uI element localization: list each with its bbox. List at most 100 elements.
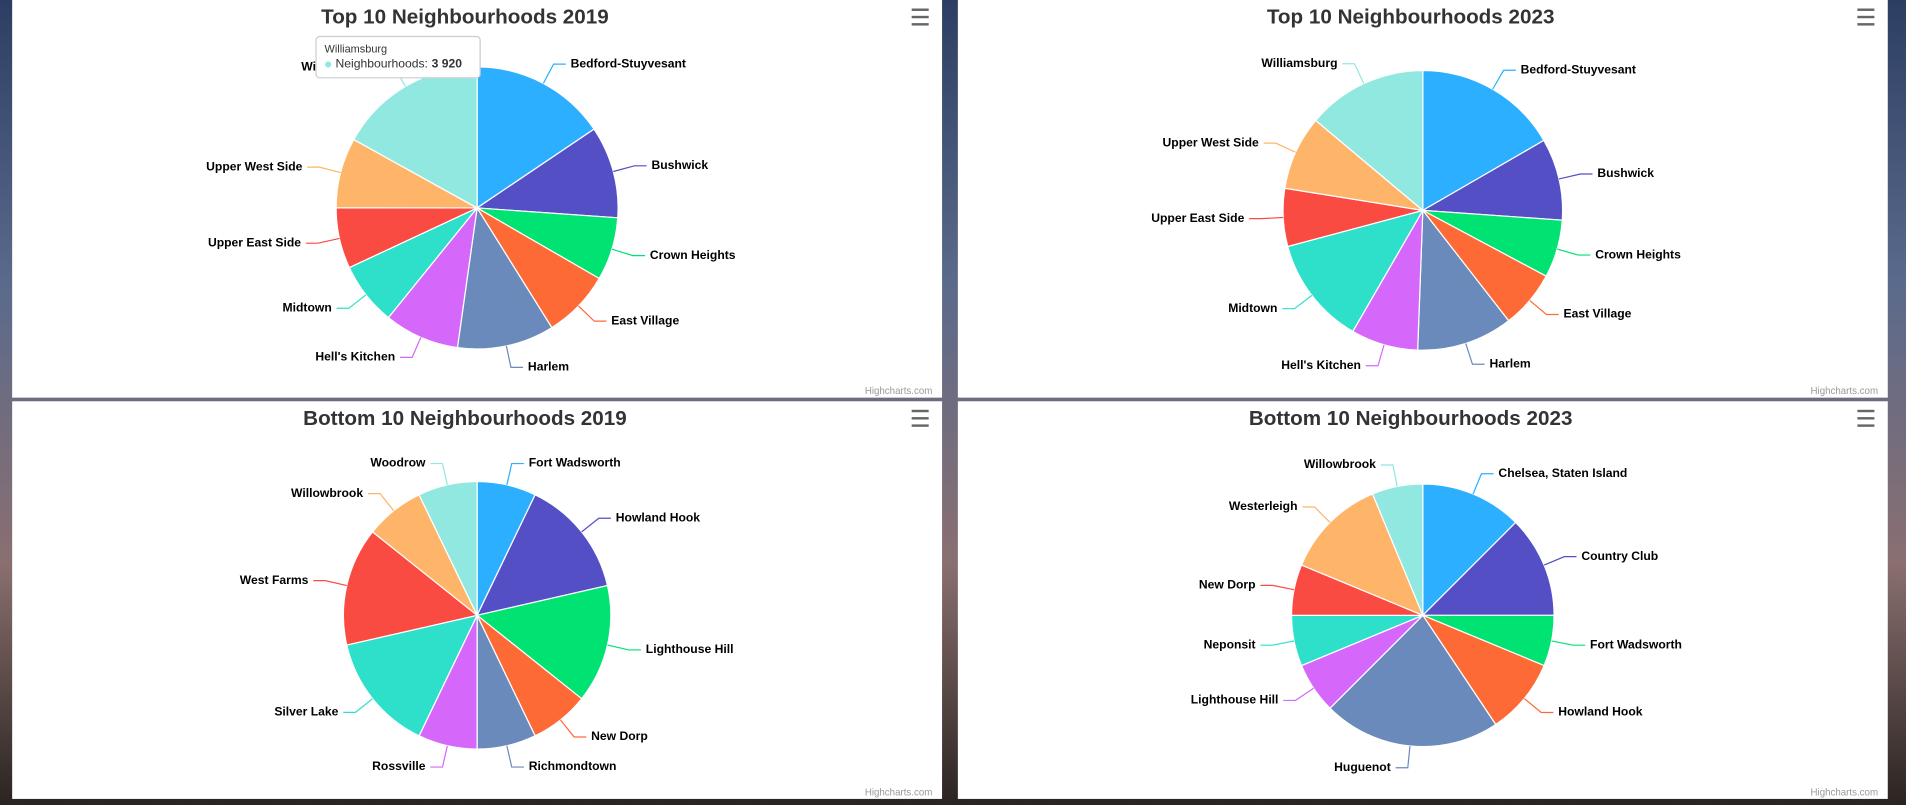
pie-slice[interactable] (1422, 483, 1517, 617)
slice-label: Upper West Side (1163, 135, 1259, 149)
tooltip-series: Neighbourhoods: (335, 57, 427, 71)
slice-label: Midtown (283, 300, 332, 314)
menu-button[interactable] (911, 409, 929, 427)
slice-label: Crown Heights (1595, 247, 1681, 261)
label-connector (581, 517, 611, 533)
slice-label: Silver Lake (274, 705, 338, 719)
label-connector (1558, 173, 1593, 180)
slice-label: Huguenot (1334, 760, 1391, 774)
slice-label: Bushwick (651, 158, 708, 172)
label-connector (1260, 584, 1295, 591)
slice-label: Chelsea, Staten Island (1498, 466, 1627, 480)
label-connector (1543, 556, 1577, 566)
pie-slice[interactable] (476, 493, 609, 617)
pie-slice[interactable] (1300, 493, 1424, 617)
slice-label: Harlem (528, 360, 569, 374)
slice-label: East Village (611, 313, 679, 327)
slice-label: Howland Hook (1558, 705, 1643, 719)
slice-label: Bushwick (1597, 166, 1654, 180)
label-connector (607, 644, 641, 651)
slice-label: Hell's Kitchen (315, 350, 395, 364)
slice-label: New Dorp (591, 729, 648, 743)
pie-slice[interactable] (418, 480, 478, 616)
menu-button[interactable] (911, 8, 929, 26)
menu-bar (911, 15, 929, 19)
tooltip-dot (325, 61, 332, 68)
slice-label: West Farms (240, 573, 309, 587)
slice-label: Midtown (1228, 301, 1277, 315)
label-connector (505, 345, 524, 368)
pie-slice[interactable] (1421, 521, 1555, 616)
slice-label: Crown Heights (650, 248, 736, 262)
label-connector (1492, 69, 1516, 90)
menu-bar (911, 424, 929, 427)
label-connector (1283, 687, 1314, 702)
label-connector (1523, 698, 1554, 714)
slice-label: Upper East Side (1151, 211, 1244, 225)
menu-bar (1857, 409, 1875, 413)
pie-slice[interactable] (1314, 69, 1424, 212)
label-connector (1472, 473, 1494, 495)
menu-bar (911, 8, 929, 11)
label-connector (307, 166, 341, 174)
slice-label: Fort Wadsworth (529, 456, 621, 470)
pie-slice[interactable] (1329, 614, 1497, 748)
chart-title: Bottom 10 Neighbourhoods 2023 (1249, 407, 1573, 430)
label-connector (1260, 640, 1295, 646)
slice-label: Williamsburg (1261, 56, 1337, 70)
label-connector (1395, 745, 1411, 769)
pie-slice[interactable] (475, 128, 619, 219)
label-connector (1249, 216, 1284, 220)
pie-slice[interactable] (1417, 208, 1510, 351)
label-connector (613, 165, 647, 173)
slice-label: Lighthouse Hill (1191, 693, 1279, 707)
tooltip-value: 3 920 (432, 57, 463, 71)
credits: Highcharts.com (865, 386, 933, 397)
pie-slice[interactable] (1421, 613, 1545, 726)
credits: Highcharts.com (865, 787, 933, 798)
pie-slice[interactable] (1422, 69, 1545, 212)
pie-slice[interactable] (475, 584, 612, 700)
label-connector (542, 63, 566, 84)
chart-title: Top 10 Neighbourhoods 2023 (1267, 6, 1555, 29)
slice-label: Hell's Kitchen (1281, 358, 1361, 372)
menu-bar (1857, 417, 1875, 420)
credits: Highcharts.com (1811, 386, 1879, 397)
slice-label: Bedford-Stuyvesant (571, 56, 686, 70)
slice-label: Woodrow (370, 456, 426, 470)
pie-slice[interactable] (1420, 139, 1564, 221)
label-connector (1380, 464, 1398, 487)
menu-button[interactable] (1857, 8, 1875, 26)
slice-label: Upper West Side (206, 159, 302, 173)
slice-label: Neponsit (1204, 637, 1256, 651)
pie-slice[interactable] (342, 531, 479, 646)
label-connector (430, 462, 448, 486)
menu-bar (1857, 23, 1875, 26)
label-connector (336, 294, 367, 309)
tooltip-box (315, 35, 481, 79)
label-connector (313, 580, 347, 587)
label-connector (506, 462, 524, 486)
label-connector (1465, 343, 1485, 365)
slice-label: Richmondtown (529, 759, 617, 773)
label-connector (1556, 248, 1591, 256)
menu-button[interactable] (1857, 409, 1875, 427)
pie-slice[interactable] (346, 614, 479, 737)
label-connector (1365, 344, 1385, 367)
chart-title: Top 10 Neighbourhoods 2019 (321, 6, 609, 29)
slice-label: New Dorp (1199, 578, 1256, 592)
label-connector (611, 248, 646, 257)
slice-label: Lighthouse Hill (646, 642, 734, 656)
menu-bar (1857, 424, 1875, 427)
label-connector (1282, 294, 1313, 310)
slice-label: Country Club (1581, 549, 1658, 563)
label-connector (399, 337, 422, 358)
menu-bar (1857, 15, 1875, 19)
menu-bar (911, 409, 929, 413)
chart-panel: Top 10 Neighbourhoods 2023 Bedford-Stuyve… (957, 0, 1888, 398)
slice-label: Willowbrook (291, 486, 363, 500)
menu-bar (911, 417, 929, 420)
slice-label: Westerleigh (1229, 499, 1298, 513)
menu-bar (1857, 8, 1875, 11)
